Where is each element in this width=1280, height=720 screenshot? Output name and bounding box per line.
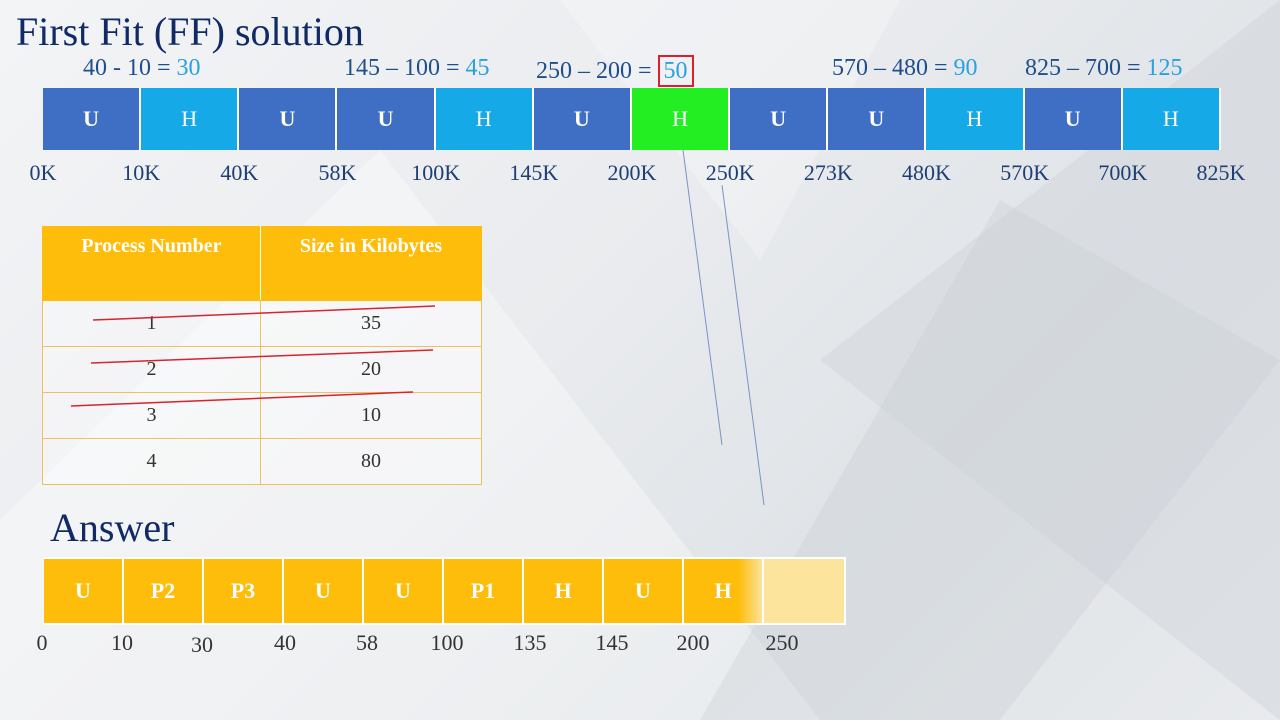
hole-segment: H	[435, 88, 534, 150]
hole-segment: H	[926, 88, 1025, 150]
cell-process: 2	[42, 346, 261, 393]
used-segment: U	[337, 88, 436, 150]
answer-segment: H	[524, 557, 604, 625]
used-segment: U	[730, 88, 829, 150]
memory-tick-label: 250K	[705, 160, 755, 185]
hole-segment: H	[141, 88, 240, 150]
memory-tick-label: 825K	[1196, 160, 1246, 185]
answer-heading: Answer	[50, 505, 175, 550]
answer-segment: U	[604, 557, 684, 625]
process-table: Process Number Size in Kilobytes 1 35 2 …	[42, 226, 483, 485]
header-process-number: Process Number	[42, 226, 261, 301]
memory-tick-label: 0K	[29, 160, 57, 185]
answer-tick-label: 30	[191, 632, 213, 657]
selected-hole-segment: H	[631, 88, 731, 150]
answer-tick-label: 0	[36, 630, 48, 655]
pointer-line	[682, 149, 723, 446]
answer-tick-label: 58	[356, 630, 378, 655]
calculation-label: 145 – 100 = 45	[344, 55, 490, 82]
memory-tick-label: 570K	[1000, 160, 1050, 185]
memory-tick-label: 700K	[1098, 160, 1148, 185]
answer-tick-label: 100	[430, 630, 464, 655]
table-header-row: Process Number Size in Kilobytes	[42, 226, 483, 301]
answer-segment: P1	[444, 557, 524, 625]
answer-tick-label: 10	[111, 630, 133, 655]
answer-segment: P2	[124, 557, 204, 625]
answer-segment: H	[684, 557, 764, 625]
page-title: First Fit (FF) solution	[16, 9, 364, 54]
cell-process: 1	[42, 300, 261, 347]
calculation-label: 250 – 200 = 50	[536, 55, 694, 87]
calculation-expression: 250 – 200 =	[536, 58, 658, 84]
cell-process: 3	[42, 392, 261, 439]
answer-segment: U	[284, 557, 364, 625]
answer-tick-label: 200	[676, 630, 710, 655]
highlighted-result: 50	[657, 55, 694, 87]
memory-tick-label: 145K	[509, 160, 559, 185]
used-segment: U	[828, 88, 927, 150]
table-row: 1 35	[42, 300, 483, 347]
used-segment: U	[1024, 88, 1123, 150]
table-row: 3 10	[42, 392, 483, 439]
memory-tick-label: 200K	[607, 160, 657, 185]
memory-tick-label: 40K	[220, 160, 259, 185]
calculation-label: 570 – 480 = 90	[832, 55, 978, 82]
used-segment: U	[239, 88, 338, 150]
cell-size: 20	[259, 346, 483, 393]
answer-segment	[764, 557, 846, 625]
calculation-label: 40 - 10 = 30	[83, 55, 201, 82]
header-size: Size in Kilobytes	[259, 226, 483, 301]
calculation-expression: 570 – 480 =	[832, 55, 954, 81]
cell-size: 35	[259, 300, 483, 347]
answer-tick-label: 250	[765, 630, 799, 655]
used-segment: U	[43, 88, 142, 150]
answer-segment: U	[44, 557, 124, 625]
cell-size: 80	[259, 438, 483, 485]
memory-tick-label: 58K	[318, 160, 357, 185]
answer-memory-bar: U P2 P3 U U P1 H U H	[44, 557, 846, 625]
answer-segment: U	[364, 557, 444, 625]
calculation-result: 45	[465, 55, 490, 81]
calculation-result: 125	[1146, 55, 1183, 81]
cell-size: 10	[259, 392, 483, 439]
calculation-expression: 145 – 100 =	[344, 55, 466, 81]
calculation-result: 30	[176, 55, 201, 81]
answer-segment: P3	[204, 557, 284, 625]
hole-segment: H	[1122, 88, 1221, 150]
used-segment: U	[533, 88, 632, 150]
calculation-result: 90	[953, 55, 978, 81]
calculation-expression: 40 - 10 =	[83, 55, 177, 81]
answer-tick-label: 135	[513, 630, 547, 655]
table-row: 2 20	[42, 346, 483, 393]
memory-tick-label: 480K	[902, 160, 951, 185]
table-row: 4 80	[42, 438, 483, 485]
calculation-label: 825 – 700 = 125	[1025, 55, 1183, 82]
answer-tick-label: 40	[274, 630, 296, 655]
cell-process: 4	[42, 438, 261, 485]
memory-tick-label: 273K	[803, 160, 853, 185]
pointer-line	[721, 184, 765, 506]
answer-tick-label: 145	[595, 630, 629, 655]
memory-tick-label: 10K	[122, 160, 161, 185]
memory-tick-label: 100K	[411, 160, 461, 185]
calculation-expression: 825 – 700 =	[1025, 55, 1147, 81]
